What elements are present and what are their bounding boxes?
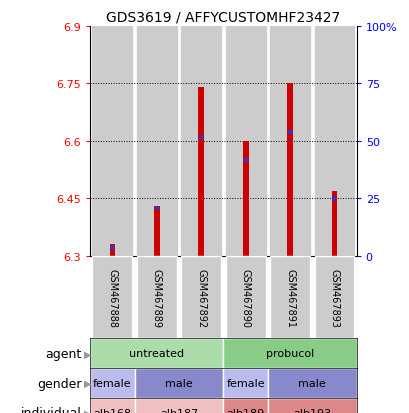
Bar	[110, 247, 114, 250]
Bar	[109, 244, 115, 256]
Text: GSM467888: GSM467888	[107, 268, 117, 328]
FancyBboxPatch shape	[134, 398, 223, 413]
FancyBboxPatch shape	[90, 368, 134, 398]
Text: female: female	[226, 378, 264, 388]
Text: individual: individual	[21, 406, 82, 413]
Text: GSM467890: GSM467890	[240, 268, 250, 328]
Title: GDS3619 / AFFYCUSTOMHF23427: GDS3619 / AFFYCUSTOMHF23427	[106, 10, 340, 24]
Bar	[92, 27, 132, 256]
Bar	[225, 27, 265, 256]
Text: male: male	[165, 378, 193, 388]
Text: alb189: alb189	[226, 408, 264, 413]
Bar	[199, 136, 203, 140]
Text: male: male	[298, 378, 326, 388]
Text: alb168: alb168	[93, 408, 131, 413]
FancyBboxPatch shape	[225, 256, 265, 339]
Text: GSM467891: GSM467891	[284, 268, 294, 328]
FancyBboxPatch shape	[223, 398, 267, 413]
Bar	[286, 84, 292, 256]
FancyBboxPatch shape	[223, 368, 267, 398]
Text: GSM467889: GSM467889	[151, 268, 162, 328]
Bar	[242, 141, 248, 256]
FancyBboxPatch shape	[92, 256, 132, 339]
Text: gender: gender	[37, 377, 82, 390]
Text: untreated: untreated	[129, 349, 184, 358]
Bar	[288, 131, 291, 135]
FancyBboxPatch shape	[137, 256, 176, 339]
Text: ▶: ▶	[84, 378, 92, 388]
Bar	[153, 206, 160, 256]
Text: alb187: alb187	[160, 408, 198, 413]
FancyBboxPatch shape	[134, 368, 223, 398]
Text: GSM467892: GSM467892	[196, 268, 206, 328]
Bar	[181, 27, 221, 256]
FancyBboxPatch shape	[267, 398, 356, 413]
Bar	[332, 198, 336, 202]
FancyBboxPatch shape	[90, 398, 134, 413]
FancyBboxPatch shape	[270, 256, 309, 339]
Bar	[331, 191, 337, 256]
Bar	[243, 159, 247, 162]
Bar	[155, 207, 158, 210]
Text: agent: agent	[46, 347, 82, 360]
FancyBboxPatch shape	[267, 368, 356, 398]
Text: ▶: ▶	[84, 408, 92, 413]
Bar	[314, 27, 354, 256]
Text: alb193: alb193	[292, 408, 330, 413]
FancyBboxPatch shape	[223, 339, 356, 368]
Bar	[137, 27, 176, 256]
Text: female: female	[93, 378, 131, 388]
Bar	[270, 27, 309, 256]
Text: GSM467893: GSM467893	[329, 268, 339, 328]
Text: ▶: ▶	[84, 349, 92, 358]
FancyBboxPatch shape	[314, 256, 354, 339]
FancyBboxPatch shape	[181, 256, 221, 339]
FancyBboxPatch shape	[90, 339, 223, 368]
Text: probucol: probucol	[265, 349, 313, 358]
Bar	[198, 88, 204, 256]
